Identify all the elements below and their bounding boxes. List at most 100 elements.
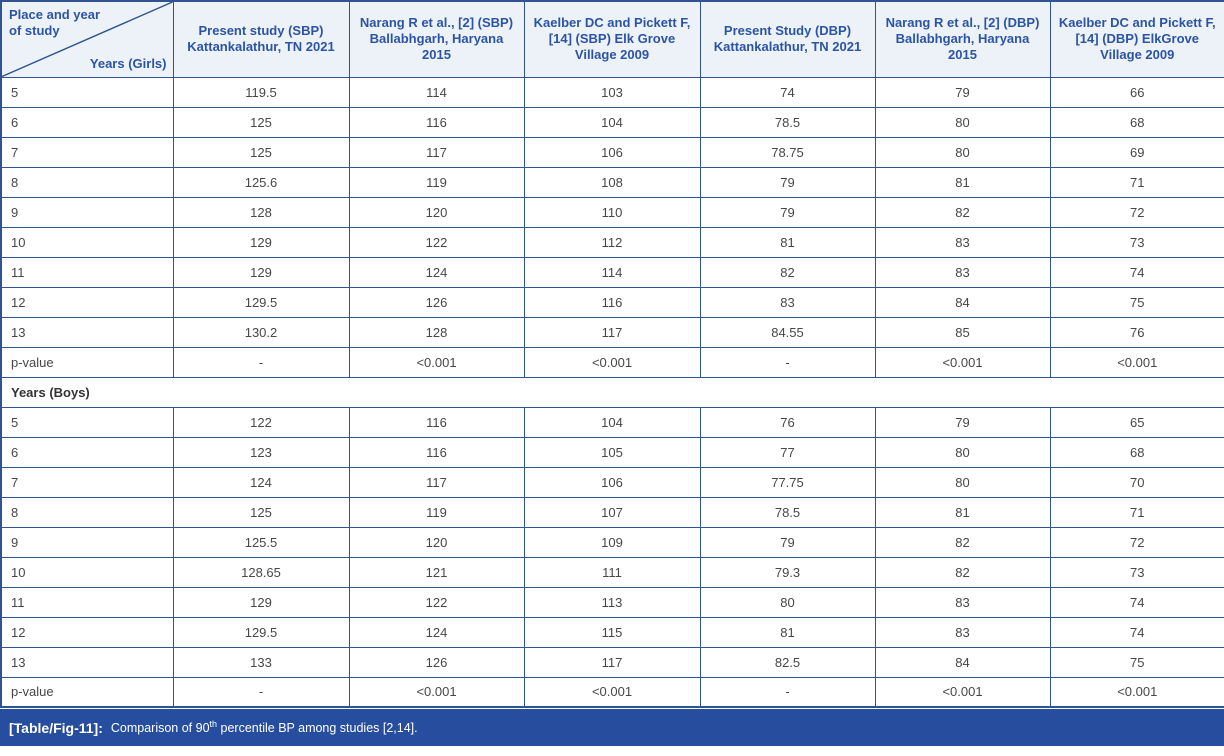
data-cell: 82 [874, 196, 1051, 228]
table-caption-bar: [Table/Fig-11]: Comparison of 90th perce… [0, 709, 1224, 746]
data-cell: 120 [348, 526, 525, 558]
table-row: 10 129 122 112 81 83 73 [0, 226, 1224, 258]
data-cell: 68 [1049, 106, 1224, 138]
data-cell: 83 [874, 226, 1051, 258]
row-label: 9 [0, 526, 174, 558]
data-cell: 114 [523, 256, 701, 288]
row-label: 8 [0, 496, 174, 528]
data-cell: 128.65 [172, 556, 350, 588]
data-cell: 119 [348, 166, 525, 198]
data-cell: 125 [172, 106, 350, 138]
data-cell: 84 [874, 286, 1051, 318]
data-cell: 128 [172, 196, 350, 228]
data-cell: 124 [172, 466, 350, 498]
data-cell: <0.001 [523, 346, 701, 378]
data-cell: 112 [523, 226, 701, 258]
data-cell: 122 [348, 226, 525, 258]
data-cell: 73 [1049, 226, 1224, 258]
table-row: 11 129 124 114 82 83 74 [0, 256, 1224, 288]
table-row: 10 128.65 121 111 79.3 82 73 [0, 556, 1224, 588]
data-cell: 122 [172, 406, 350, 438]
data-cell: 72 [1049, 526, 1224, 558]
data-cell: 81 [874, 166, 1051, 198]
table-row: 6 125 116 104 78.5 80 68 [0, 106, 1224, 138]
data-cell: 76 [1049, 316, 1224, 348]
data-cell: 68 [1049, 436, 1224, 468]
data-cell: 80 [874, 136, 1051, 168]
boys-section-body: 5 122 116 104 76 79 65 6 123 116 105 77 80 68 7 124 117 1… [0, 406, 1224, 708]
row-label: 6 [0, 106, 174, 138]
data-cell: 76 [699, 406, 876, 438]
data-cell: 130.2 [172, 316, 350, 348]
data-cell: 69 [1049, 136, 1224, 168]
data-cell: 110 [523, 196, 701, 228]
data-cell: <0.001 [523, 676, 701, 708]
data-cell: - [699, 346, 876, 378]
table-row: 11 129 122 113 80 83 74 [0, 586, 1224, 618]
row-label: 10 [0, 556, 174, 588]
column-header-narang-dbp: Narang R et al., [2] (DBP) Ballabhgarh, … [874, 0, 1051, 78]
row-label: 7 [0, 136, 174, 168]
row-label: 11 [0, 586, 174, 618]
row-label: 5 [0, 76, 174, 108]
table-caption-text: Comparison of 90th percentile BP among s… [110, 719, 418, 735]
data-cell: 125.6 [172, 166, 350, 198]
data-cell: 103 [523, 76, 701, 108]
caption-text-before-sup: Comparison of 90 [110, 720, 210, 735]
column-header-kaelber-dbp: Kaelber DC and Pickett F, [14] (DBP) Elk… [1049, 0, 1224, 78]
bp-comparison-table: Place and year of study Years (Girls) Pr… [0, 0, 1224, 708]
data-cell: 116 [523, 286, 701, 318]
row-label: p-value [0, 676, 174, 708]
data-cell: 82 [874, 556, 1051, 588]
data-cell: 79 [874, 76, 1051, 108]
data-cell: 75 [1049, 646, 1224, 678]
data-cell: <0.001 [348, 346, 525, 378]
data-cell: 119 [348, 496, 525, 528]
data-cell: 115 [523, 616, 701, 648]
data-cell: 70 [1049, 466, 1224, 498]
row-label: 13 [0, 646, 174, 678]
boys-section-label: Years (Boys) [0, 376, 1224, 408]
data-cell: 129 [172, 256, 350, 288]
table-row: p-value - <0.001 <0.001- <0.001 <0.001 [0, 346, 1224, 378]
data-cell: 111 [523, 556, 701, 588]
data-cell: 85 [874, 316, 1051, 348]
data-cell: 78.5 [699, 496, 876, 528]
row-label: 8 [0, 166, 174, 198]
data-cell: 117 [348, 466, 525, 498]
data-cell: 83 [874, 586, 1051, 618]
table-row: 7 125 117 106 78.75 80 69 [0, 136, 1224, 168]
data-cell: - [172, 676, 350, 708]
data-cell: 80 [874, 466, 1051, 498]
corner-label-years-girls: Years (Girls) [89, 55, 167, 71]
table-row: 8 125 119 107 78.5 81 71 [0, 496, 1224, 528]
data-cell: 129 [172, 586, 350, 618]
data-cell: 78.75 [699, 136, 876, 168]
column-header-present-dbp: Present Study (DBP) Kattankalathur, TN 2… [699, 0, 876, 78]
data-cell: 117 [523, 316, 701, 348]
data-cell: 108 [523, 166, 701, 198]
data-cell: 81 [699, 616, 876, 648]
table-row: 13 130.2 128 117 84.55 85 76 [0, 316, 1224, 348]
data-cell: 121 [348, 556, 525, 588]
data-cell: 116 [348, 436, 525, 468]
data-cell: 82 [699, 256, 876, 288]
data-cell: 71 [1049, 496, 1224, 528]
data-cell: - [172, 346, 350, 378]
data-cell: 77 [699, 436, 876, 468]
column-header-present-sbp: Present study (SBP) Kattankalathur, TN 2… [172, 0, 350, 78]
data-cell: 83 [699, 286, 876, 318]
data-cell: 122 [348, 586, 525, 618]
data-cell: 125 [172, 136, 350, 168]
row-label: 7 [0, 466, 174, 498]
data-cell: 79 [699, 526, 876, 558]
data-cell: 124 [348, 616, 525, 648]
row-label: 6 [0, 436, 174, 468]
corner-label-place-year: Place and year of study [9, 7, 101, 38]
data-cell: 82 [874, 526, 1051, 558]
data-cell: 79 [699, 196, 876, 228]
data-cell: 128 [348, 316, 525, 348]
data-cell: 79 [874, 406, 1051, 438]
data-cell: 79 [699, 166, 876, 198]
data-cell: 129.5 [172, 286, 350, 318]
